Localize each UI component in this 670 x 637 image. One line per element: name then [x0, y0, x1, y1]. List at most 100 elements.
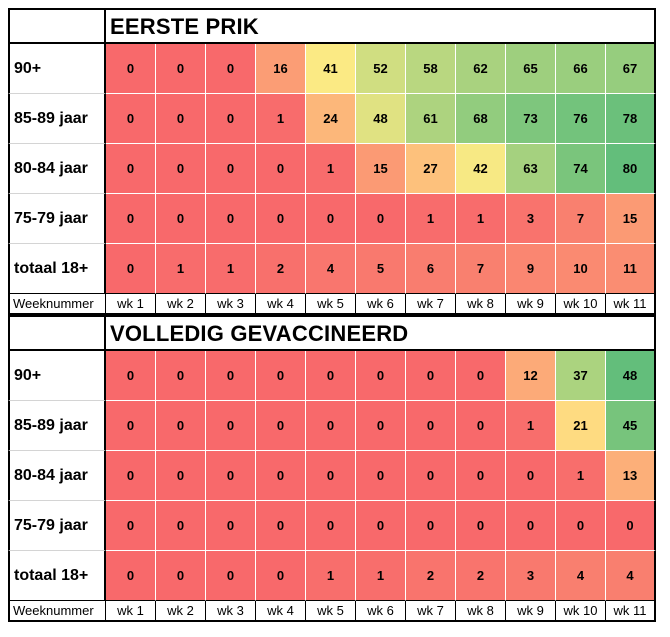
- heatmap-cell: 80: [606, 144, 656, 194]
- heatmap-cell: 0: [256, 144, 306, 194]
- heatmap-cell: 0: [256, 551, 306, 601]
- heatmap-cell: 15: [606, 194, 656, 244]
- heatmap-cell: 4: [306, 244, 356, 294]
- heatmap-cell: 11: [606, 244, 656, 294]
- heatmap-cell: 0: [506, 451, 556, 501]
- heatmap-cell: 1: [406, 194, 456, 244]
- heatmap-cell: 0: [506, 501, 556, 551]
- heatmap-cell: 0: [156, 94, 206, 144]
- heatmap-cell: 0: [156, 451, 206, 501]
- heatmap-cell: 3: [506, 551, 556, 601]
- heatmap-cell: 52: [356, 44, 406, 94]
- heatmap-cell: 0: [156, 551, 206, 601]
- heatmap-cell: 0: [306, 194, 356, 244]
- heatmap-cell: 73: [506, 94, 556, 144]
- heatmap-cell: 7: [456, 244, 506, 294]
- heatmap-cell: 42: [456, 144, 506, 194]
- heatmap-cell: 0: [106, 551, 156, 601]
- heatmap-cell: 0: [206, 551, 256, 601]
- heatmap-cell: 2: [256, 244, 306, 294]
- heatmap-cell: 0: [356, 351, 406, 401]
- week-tick-label: wk 5: [306, 601, 356, 622]
- heatmap-cell: 0: [106, 144, 156, 194]
- heatmap-row: 85-89 jaar 0 0 0 1 24 48 61 68 73 76 78: [8, 94, 656, 144]
- week-tick-label: wk 6: [356, 294, 406, 315]
- heatmap-cell: 0: [106, 351, 156, 401]
- heatmap-cell: 41: [306, 44, 356, 94]
- heatmap-cell: 65: [506, 44, 556, 94]
- week-tick-label: wk 3: [206, 601, 256, 622]
- week-number-row: Weeknummer wk 1 wk 2 wk 3 wk 4 wk 5 wk 6 wk 7 wk…: [8, 294, 656, 315]
- heatmap-cell: 0: [106, 501, 156, 551]
- heatmap-cell: 0: [556, 501, 606, 551]
- heatmap-cell: 0: [206, 501, 256, 551]
- week-tick-label: wk 7: [406, 294, 456, 315]
- heatmap-row: totaal 18+ 0 0 0 0 1 1 2 2 3 4 4: [8, 551, 656, 601]
- heatmap-row: 90+ 0 0 0 0 0 0 0 0 12 37 48: [8, 351, 656, 401]
- heatmap-cell: 27: [406, 144, 456, 194]
- row-label: 75-79 jaar: [8, 194, 106, 244]
- week-tick-label: wk 4: [256, 601, 306, 622]
- heatmap-cell: 0: [456, 351, 506, 401]
- row-label: 75-79 jaar: [8, 501, 106, 551]
- heatmap-cell: 4: [556, 551, 606, 601]
- week-tick-label: wk 11: [606, 294, 656, 315]
- week-tick-label: wk 9: [506, 601, 556, 622]
- heatmap-cell: 48: [606, 351, 656, 401]
- heatmap-cell: 0: [306, 501, 356, 551]
- heatmap-cell: 78: [606, 94, 656, 144]
- heatmap-cell: 0: [456, 401, 506, 451]
- chart-title: VOLLEDIG GEVACCINEERD: [106, 315, 656, 351]
- x-axis-label: Weeknummer: [8, 601, 106, 622]
- heatmap-cell: 1: [506, 401, 556, 451]
- heatmap-cell: 0: [406, 351, 456, 401]
- heatmap-cell: 68: [456, 94, 506, 144]
- heatmap-cell: 0: [406, 451, 456, 501]
- title-spacer-cell: [8, 315, 106, 351]
- heatmap-cell: 0: [156, 144, 206, 194]
- title-spacer-cell: [8, 8, 106, 44]
- heatmap-cell: 0: [206, 401, 256, 451]
- heatmap-cell: 0: [206, 44, 256, 94]
- heatmap-cell: 1: [356, 551, 406, 601]
- heatmap-cell: 7: [556, 194, 606, 244]
- week-tick-label: wk 2: [156, 294, 206, 315]
- heatmap-cell: 0: [356, 401, 406, 451]
- heatmap-row: 90+ 0 0 0 16 41 52 58 62 65 66 67: [8, 44, 656, 94]
- heatmap-cell: 0: [606, 501, 656, 551]
- heatmap-cell: 0: [356, 451, 406, 501]
- heatmap-cell: 61: [406, 94, 456, 144]
- heatmap-cell: 1: [206, 244, 256, 294]
- heatmap-cell: 0: [256, 194, 306, 244]
- heatmap-cell: 4: [606, 551, 656, 601]
- heatmap-cell: 0: [256, 401, 306, 451]
- heatmap-cell: 15: [356, 144, 406, 194]
- chart-title: EERSTE PRIK: [106, 8, 656, 44]
- week-tick-label: wk 10: [556, 294, 606, 315]
- heatmap-cell: 45: [606, 401, 656, 451]
- heatmap-row: 75-79 jaar 0 0 0 0 0 0 1 1 3 7 15: [8, 194, 656, 244]
- heatmap-cell: 62: [456, 44, 506, 94]
- week-number-row: Weeknummer wk 1 wk 2 wk 3 wk 4 wk 5 wk 6 wk 7 wk…: [8, 601, 656, 622]
- heatmap-cell: 1: [306, 144, 356, 194]
- heatmap-cell: 48: [356, 94, 406, 144]
- heatmap-cell: 2: [406, 551, 456, 601]
- heatmap-cell: 0: [406, 501, 456, 551]
- week-tick-label: wk 1: [106, 294, 156, 315]
- heatmap-cell: 0: [106, 244, 156, 294]
- heatmap-row: 80-84 jaar 0 0 0 0 0 0 0 0 0 1 13: [8, 451, 656, 501]
- heatmap-cell: 0: [306, 351, 356, 401]
- x-axis-label: Weeknummer: [8, 294, 106, 315]
- heatmap-cell: 0: [156, 401, 206, 451]
- week-tick-label: wk 1: [106, 601, 156, 622]
- heatmap-cell: 13: [606, 451, 656, 501]
- heatmap-cell: 0: [206, 451, 256, 501]
- week-tick-label: wk 6: [356, 601, 406, 622]
- heatmap-cell: 0: [156, 351, 206, 401]
- heatmap-cell: 0: [356, 194, 406, 244]
- row-label: 85-89 jaar: [8, 94, 106, 144]
- heatmap-cell: 5: [356, 244, 406, 294]
- heatmap-cell: 16: [256, 44, 306, 94]
- heatmap-cell: 0: [106, 44, 156, 94]
- row-label: 80-84 jaar: [8, 144, 106, 194]
